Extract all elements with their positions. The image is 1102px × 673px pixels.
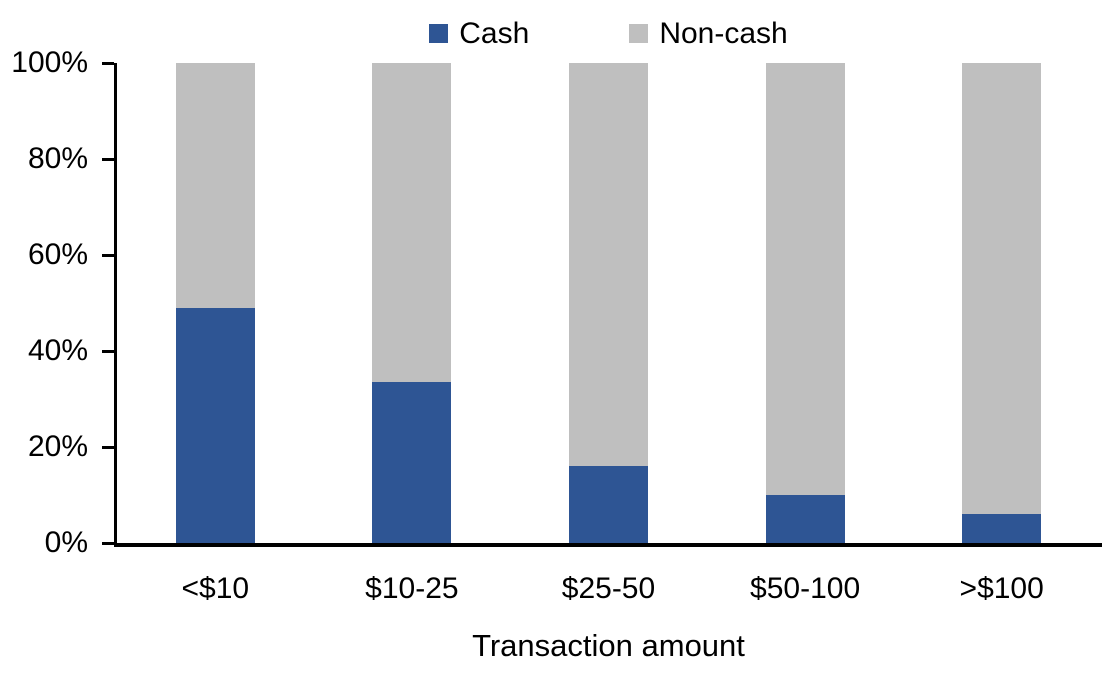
legend-item-non-cash: Non-cash <box>629 16 788 50</box>
legend-label: Cash <box>459 16 530 50</box>
y-tick-label: 60% <box>27 238 88 271</box>
legend-item-cash: Cash <box>429 17 529 50</box>
y-axis-tick <box>102 157 114 161</box>
y-tick-label: 80% <box>27 142 88 175</box>
y-axis-tick <box>102 541 114 545</box>
bar-segment-cash--100 <box>962 514 1042 543</box>
legend-label: Non-cash <box>659 16 788 50</box>
y-axis-line <box>114 63 117 547</box>
y-tick-label: 100% <box>11 46 88 79</box>
bar-segment-cash--50-100 <box>765 495 845 543</box>
y-axis-tick <box>102 253 114 257</box>
bar-segment-non-cash--25-50 <box>569 63 648 467</box>
x-tick-label--50-100: $50-100 <box>750 572 861 605</box>
y-axis-tick <box>102 445 114 449</box>
x-axis-title: Transaction amount <box>472 628 745 663</box>
bar-segment-cash--10 <box>175 307 255 543</box>
x-tick-label--10: <$10 <box>181 572 250 605</box>
y-axis-tick <box>102 349 114 353</box>
bar-segment-cash--25-50 <box>569 466 648 543</box>
x-tick-label--10-25: $10-25 <box>365 572 459 605</box>
legend-swatch-icon <box>629 23 649 43</box>
bar-segment-non-cash--100 <box>962 63 1042 515</box>
legend: Cash Non-cash <box>117 14 1100 52</box>
bar-segment-non-cash--50-100 <box>765 63 845 495</box>
x-tick-label--100: >$100 <box>959 572 1044 605</box>
y-axis-tick <box>102 61 114 65</box>
y-tick-label: 20% <box>27 430 88 463</box>
x-axis-line <box>114 543 1102 547</box>
bar-segment-non-cash--10-25 <box>372 63 452 383</box>
bar-segment-cash--10-25 <box>372 382 452 543</box>
legend-swatch-icon <box>429 23 449 43</box>
y-tick-label: 40% <box>27 334 88 367</box>
y-tick-label: 0% <box>44 526 88 559</box>
x-tick-label--25-50: $25-50 <box>561 572 656 605</box>
bar-segment-non-cash--10 <box>175 63 255 308</box>
